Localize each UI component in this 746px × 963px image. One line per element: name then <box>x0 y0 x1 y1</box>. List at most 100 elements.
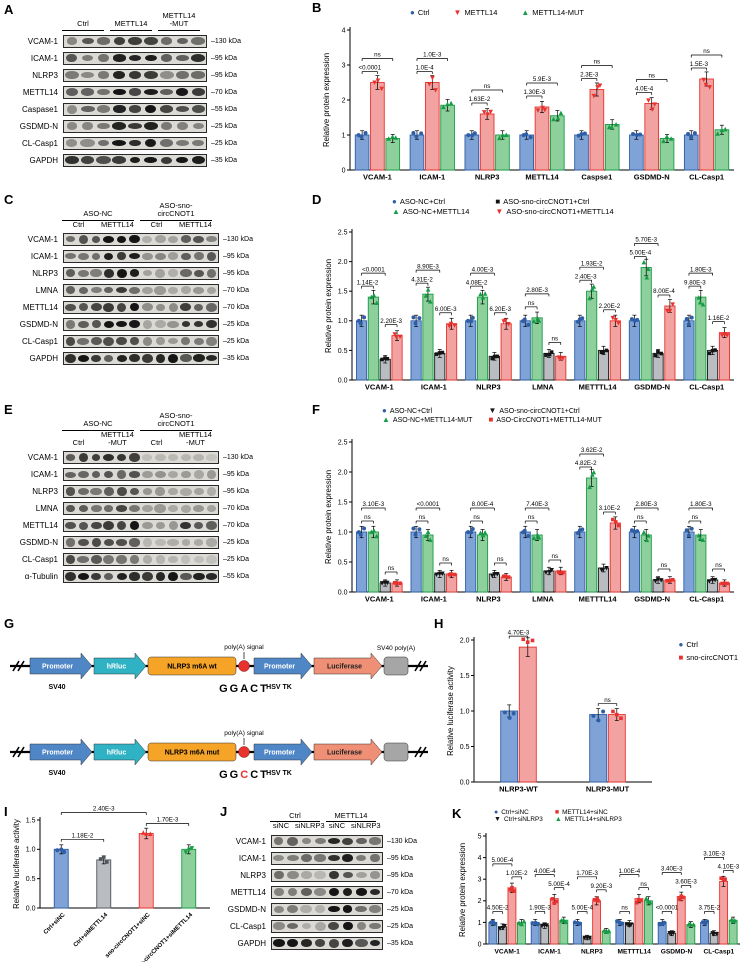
y-axis-label: Relative protein expression <box>458 843 467 937</box>
data-point <box>522 317 527 322</box>
p-value-label: 1.80E-3 <box>690 501 712 508</box>
p-value-label: 2.40E-3 <box>575 273 597 280</box>
p-value-label: ns <box>692 514 699 521</box>
protein-band <box>193 269 204 277</box>
protein-label: CL-Casp1 <box>21 138 58 148</box>
protein-band <box>314 854 327 862</box>
protein-band <box>78 303 88 312</box>
circle-marker-icon: ● <box>494 809 499 816</box>
bar <box>354 134 370 171</box>
protein-band <box>104 287 114 294</box>
p-value-label: 7.40E-3 <box>526 501 548 508</box>
data-point <box>101 855 106 859</box>
data-point <box>692 131 697 136</box>
protein-band <box>143 88 159 96</box>
protein-band <box>66 37 78 45</box>
bar <box>659 138 675 171</box>
data-point <box>638 132 643 137</box>
data-point <box>580 316 585 321</box>
protein-band <box>81 88 94 96</box>
data-point <box>579 132 584 137</box>
protein-band <box>112 156 127 164</box>
protein-band <box>65 87 79 97</box>
legend-label: Ctrl <box>417 8 430 17</box>
bar <box>446 323 458 381</box>
data-point <box>689 315 694 320</box>
panel-J: J Ctrl METTL14 siNC siNLRP3 siNC siNLRP3 VCAM-… <box>220 804 450 962</box>
p-value-label: 2.80E-3 <box>526 287 548 294</box>
data-point <box>645 533 651 538</box>
data-point <box>437 351 442 355</box>
data-point <box>369 529 374 534</box>
bar <box>628 320 640 381</box>
protein-band <box>180 303 192 312</box>
protein-band <box>300 939 312 947</box>
data-point <box>701 77 706 83</box>
p-value-label: ns <box>648 73 655 80</box>
data-point <box>722 332 728 337</box>
x-category-label: VCAM-1 <box>363 173 392 182</box>
protein-band <box>206 487 217 496</box>
data-point <box>500 132 505 138</box>
triangle-down-marker-icon: ▼ <box>495 206 504 216</box>
kda-label: –70 kDa <box>223 303 250 311</box>
p-value-label: 4.82E-2 <box>575 460 597 467</box>
blot-strip <box>63 68 207 82</box>
protein-band <box>77 269 89 277</box>
construct-label: Promoter <box>264 750 295 757</box>
construct-label: Promoter <box>42 750 73 757</box>
protein-band <box>314 838 326 844</box>
protein-band <box>301 888 312 896</box>
legend-item: ● ASO-NC+Ctrl <box>382 407 472 415</box>
x-category-label: NLRP3-WT <box>499 785 538 794</box>
data-point <box>524 132 529 137</box>
legend-label: ASO-sno-circCNOT1+METTL14 <box>506 207 614 216</box>
triangle-down-marker-icon: ▼ <box>494 816 501 823</box>
blot-strip <box>63 485 219 498</box>
kda-label: –70 kDa <box>211 88 238 96</box>
break-slash-icon <box>419 660 427 672</box>
bar <box>464 134 480 171</box>
data-point <box>469 530 474 535</box>
data-point <box>539 923 545 929</box>
protein-band <box>65 336 76 346</box>
bar <box>574 320 586 381</box>
protein-band <box>191 71 205 79</box>
p-value-label: 3.10E-2 <box>599 505 621 512</box>
bar <box>589 714 608 783</box>
legend-item: ▼ ASO-sno-circCNOT1+Ctrl <box>488 407 601 415</box>
bar <box>370 82 385 171</box>
protein-band <box>77 355 89 362</box>
data-point <box>489 573 495 579</box>
data-point <box>670 930 676 936</box>
protein-band <box>193 470 204 479</box>
data-point <box>544 353 548 357</box>
blot-strip <box>63 334 219 348</box>
lane-headers: Ctrl METTL14 METTL14 -MUT <box>59 11 203 31</box>
x-category-label: ICAM-1 <box>419 173 445 182</box>
data-point <box>425 287 431 292</box>
y-tick-label: 1.5 <box>460 673 470 680</box>
x-category-label: Caspse1 <box>581 173 612 182</box>
construct-arrow <box>93 738 147 766</box>
y-tick-label: 1.5 <box>338 289 348 296</box>
data-point <box>604 929 610 935</box>
data-point <box>383 356 387 360</box>
protein-label: ICAM-1 <box>30 251 58 261</box>
protein-label: GSDMD-N <box>19 319 58 329</box>
p-value-label: 1.30E-3 <box>524 89 546 96</box>
blot-row: VCAM-1 –130 kDa <box>8 232 253 246</box>
data-point <box>385 356 390 361</box>
protein-band <box>167 252 179 261</box>
bar <box>355 531 368 593</box>
protein-band <box>161 54 172 62</box>
square-marker-icon: ■ <box>554 809 560 816</box>
legend: ● Ctrl ▼ METTL14 ▲ METTL14-MUT <box>410 8 584 17</box>
data-point <box>596 718 601 723</box>
protein-band <box>130 555 139 564</box>
data-point <box>653 578 658 584</box>
protein-band <box>181 470 191 479</box>
break-slash-icon <box>414 746 422 758</box>
western-blot-A: Ctrl METTL14 METTL14 -MUT VCAM-1 –130 kDa ICA… <box>8 11 241 167</box>
